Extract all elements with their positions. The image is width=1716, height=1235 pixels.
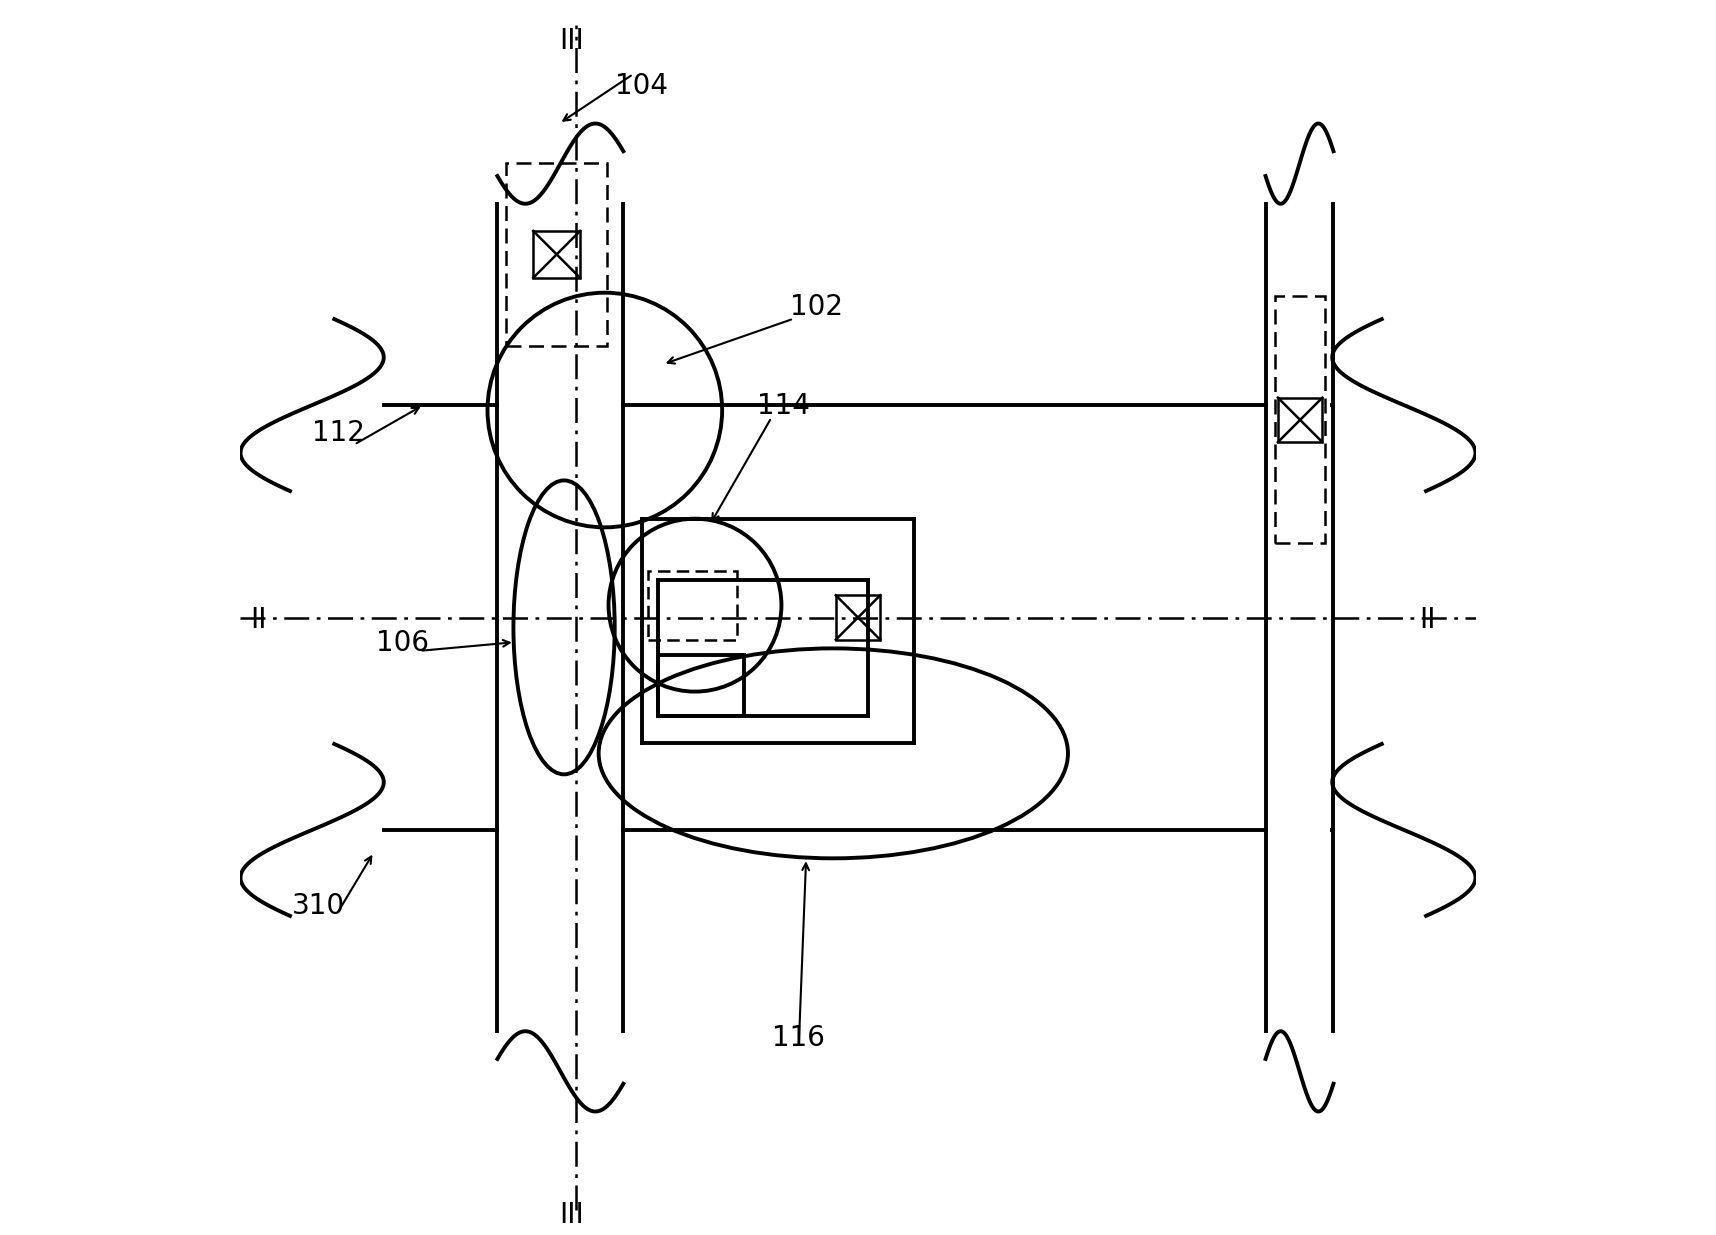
Text: 116: 116 bbox=[772, 1024, 824, 1052]
Text: 102: 102 bbox=[789, 293, 843, 321]
Bar bbox=[1275, 296, 1325, 543]
Bar bbox=[506, 163, 607, 346]
Text: 112: 112 bbox=[312, 419, 366, 447]
Text: III: III bbox=[559, 1200, 583, 1229]
Bar bbox=[649, 571, 736, 640]
Text: 104: 104 bbox=[614, 72, 668, 100]
Text: 106: 106 bbox=[376, 629, 429, 657]
Text: II: II bbox=[1419, 606, 1436, 634]
Bar bbox=[1278, 398, 1323, 442]
Text: II: II bbox=[251, 606, 268, 634]
Text: III: III bbox=[559, 27, 583, 56]
Text: 310: 310 bbox=[292, 892, 345, 920]
Bar bbox=[534, 231, 580, 278]
Text: 114: 114 bbox=[757, 391, 810, 420]
Bar bbox=[836, 595, 880, 640]
